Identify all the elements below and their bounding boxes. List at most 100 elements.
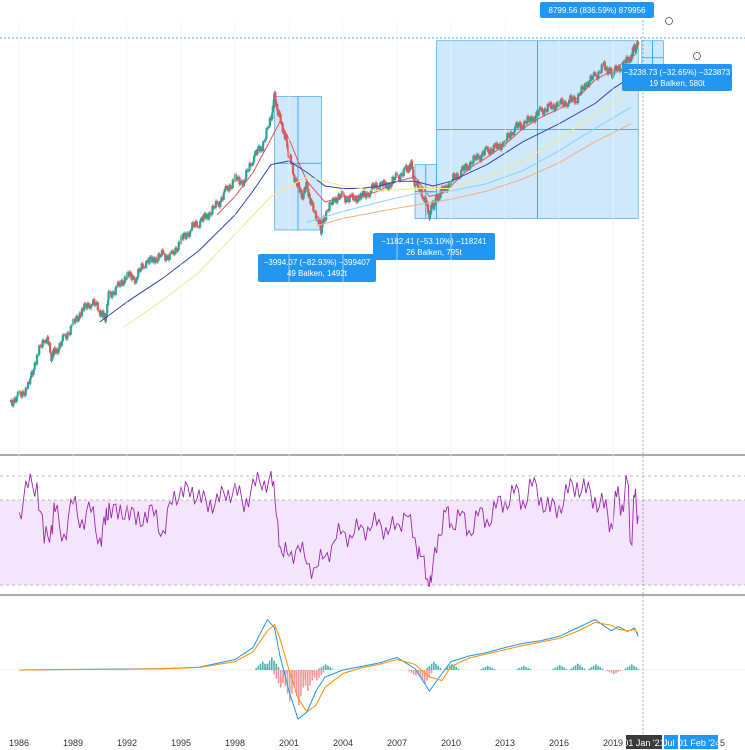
price-candle [227,189,230,192]
macd-histogram-bar [480,668,482,670]
price-candle [347,198,350,203]
price-candle [556,102,559,107]
price-candle [368,192,372,198]
macd-histogram-bar [624,668,626,670]
price-candle [407,166,410,172]
price-candle [581,86,584,88]
price-candle [501,142,504,146]
price-candle [25,387,28,389]
price-candle [400,173,403,175]
price-candle [421,196,424,199]
price-candle [12,402,15,406]
price-candle [241,180,244,187]
price-candle [502,142,505,147]
price-candle [308,193,311,199]
macd-line-1 [18,621,639,713]
macd-histogram-bar [410,670,413,673]
price-candle [200,217,203,221]
macd-histogram-bar [295,670,298,697]
price-candle [452,173,455,181]
macd-histogram-bar [554,667,557,670]
price-candle [413,184,417,187]
price-candle [590,75,593,80]
price-candle [288,156,291,158]
price-candle [326,210,329,212]
macd-histogram-bar [556,666,559,670]
price-candle [613,71,616,75]
price-candle [367,193,370,198]
price-candle [515,122,518,127]
macd-histogram-bar [428,670,430,677]
price-candle [41,339,44,348]
price-candle [119,285,122,287]
price-candle [354,196,357,200]
price-candle [28,382,31,384]
price-candle [121,280,124,286]
price-candle [578,93,581,95]
price-candle [168,253,171,260]
macd-histogram-bar [257,665,260,670]
price-candle [190,229,193,232]
price-candle [139,269,142,272]
price-candle [205,214,208,219]
price-candle [419,188,422,191]
price-candle [544,108,547,111]
price-candle [214,200,217,208]
price-candle [527,116,530,120]
macd-histogram-bar [487,665,489,670]
price-candle [329,202,332,203]
price-candle [488,151,491,155]
price-candle [53,347,57,354]
drag-handle-top [665,17,673,25]
price-candle [46,336,50,345]
price-candle [133,277,136,284]
price-candle [397,175,400,177]
price-candle [253,155,256,163]
price-candle [158,253,161,258]
price-candle [411,166,414,171]
macd-histogram-bar [302,670,305,681]
price-candle [123,276,126,284]
macd-histogram-bar [595,664,597,670]
price-candle [607,72,610,75]
measure-label-box-0 [258,254,376,282]
macd-histogram-bar [601,668,604,670]
price-candle [254,150,257,156]
price-candle [238,177,241,185]
price-candle [574,100,577,104]
price-candle [217,202,220,205]
price-candle [431,201,435,205]
price-candle [623,60,626,62]
macd-histogram-bar [268,660,271,670]
macd-histogram-bar [309,670,311,673]
price-candle [315,219,318,221]
price-candle [583,83,586,91]
price-candle [160,249,163,256]
x-highlight-label: 5 [720,738,725,748]
price-candle [331,198,334,205]
price-candle [85,304,88,309]
macd-histogram-bar [313,670,316,678]
price-candle [282,131,285,133]
macd-histogram-bar [255,667,257,670]
macd-histogram-bar [307,670,309,691]
price-candle [584,83,588,88]
price-candle [11,399,14,406]
price-candle [83,303,86,311]
price-candle [346,197,349,199]
macd-histogram-bar [437,665,439,670]
price-candle [528,119,531,122]
macd-histogram-bar [298,670,300,705]
price-candle [335,197,338,203]
price-candle [516,122,519,128]
x-tick-label: 2013 [495,738,515,748]
price-candle [534,116,537,123]
price-candle [40,345,43,348]
price-candle [586,82,589,88]
price-candle [10,399,13,403]
price-candle [274,92,277,100]
price-candle [436,194,439,200]
price-candle [393,178,396,181]
price-candle [587,82,590,87]
price-candle [420,188,423,197]
